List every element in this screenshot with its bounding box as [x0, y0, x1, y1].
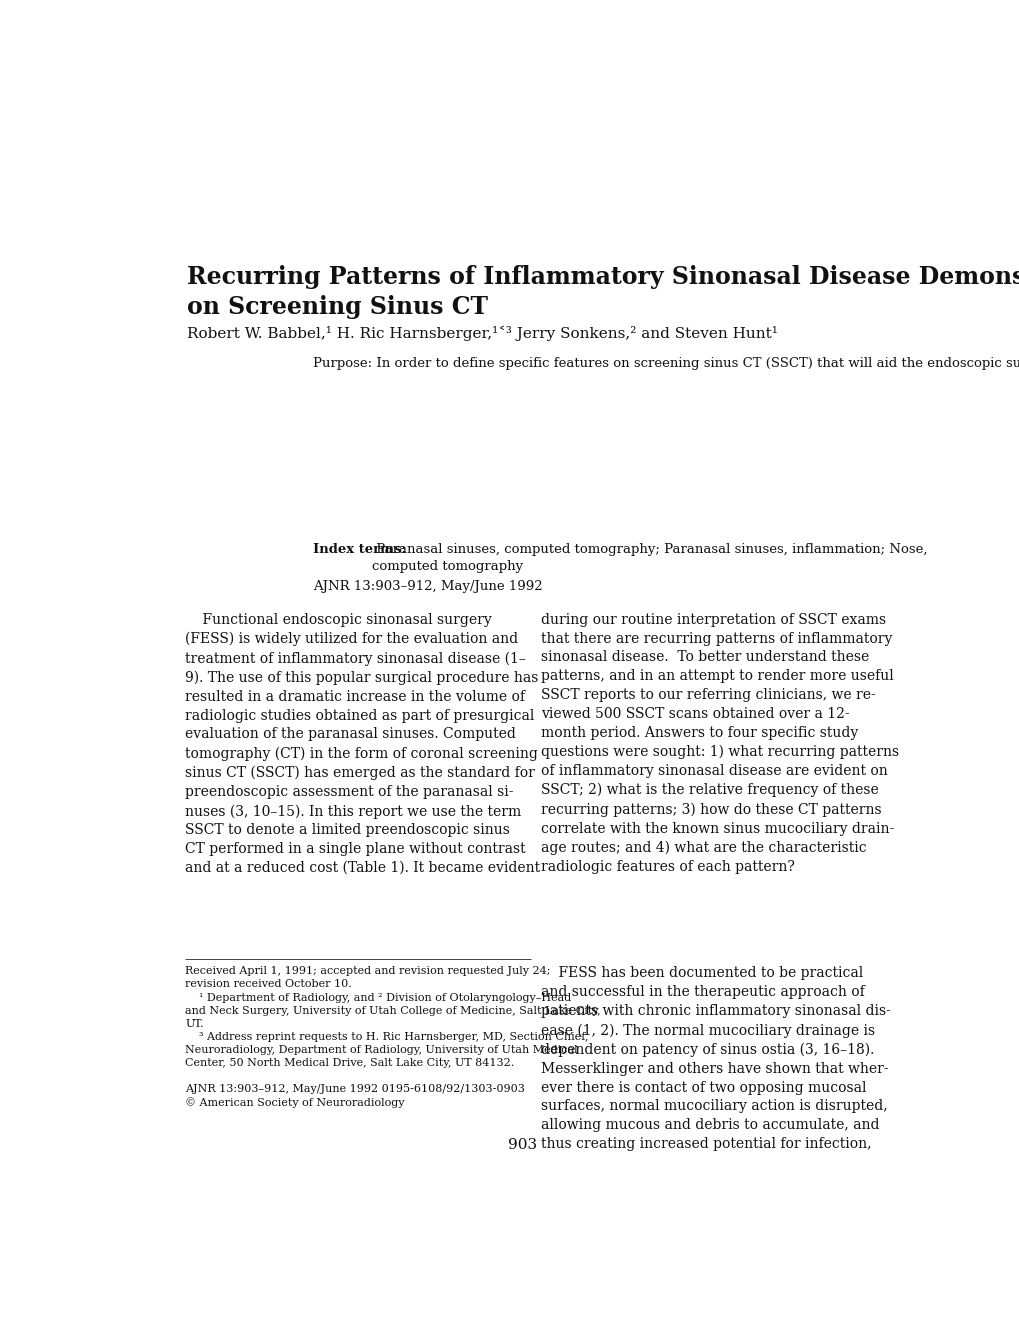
Text: Paranasal sinuses, computed tomography; Paranasal sinuses, inflammation; Nose,
c: Paranasal sinuses, computed tomography; …: [371, 543, 926, 573]
Text: Robert W. Babbel,¹ H. Ric Harnsberger,¹˂³ Jerry Sonkens,² and Steven Hunt¹: Robert W. Babbel,¹ H. Ric Harnsberger,¹˂…: [186, 325, 776, 341]
Text: during our routine interpretation of SSCT exams
that there are recurring pattern: during our routine interpretation of SSC…: [540, 612, 898, 874]
Text: Recurring Patterns of Inflammatory Sinonasal Disease Demonstrated
on Screening S: Recurring Patterns of Inflammatory Sinon…: [186, 265, 1019, 319]
Text: FESS has been documented to be practical
and successful in the therapeutic appro: FESS has been documented to be practical…: [540, 966, 890, 1151]
Text: 903: 903: [507, 1138, 537, 1152]
Text: AJNR 13:903–912, May/June 1992: AJNR 13:903–912, May/June 1992: [313, 581, 542, 593]
Text: Functional endoscopic sinonasal surgery
(FESS) is widely utilized for the evalua: Functional endoscopic sinonasal surgery …: [185, 612, 540, 875]
Text: Index terms:: Index terms:: [313, 543, 407, 556]
Text: Purpose: In order to define specific features on screening sinus CT (SSCT) that : Purpose: In order to define specific fea…: [313, 356, 1019, 370]
Text: Received April 1, 1991; accepted and revision requested July 24;
revision receiv: Received April 1, 1991; accepted and rev…: [185, 966, 600, 1107]
